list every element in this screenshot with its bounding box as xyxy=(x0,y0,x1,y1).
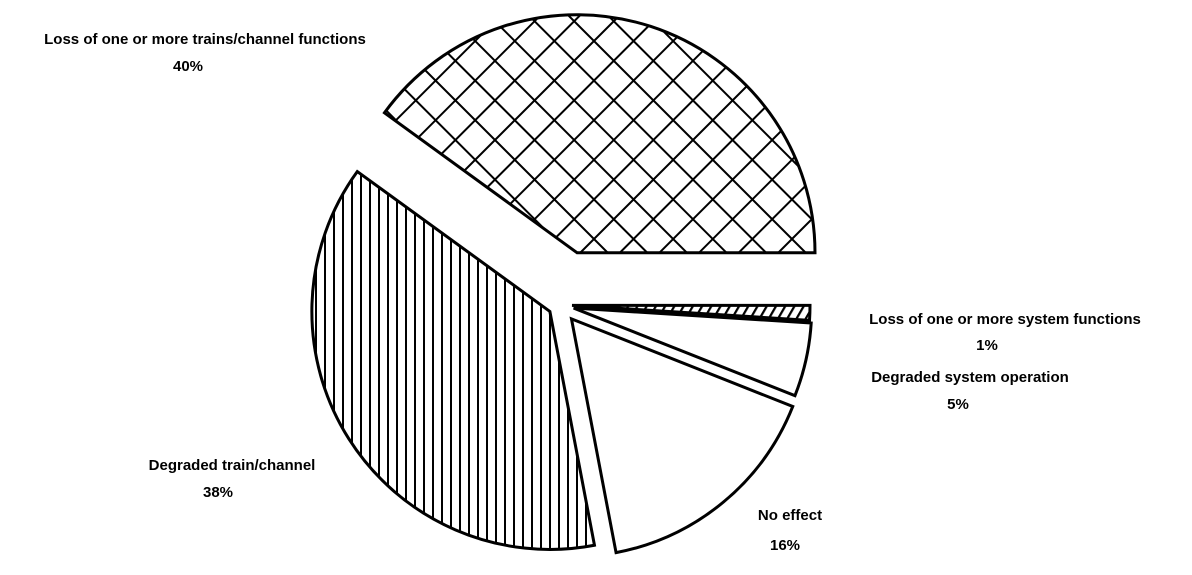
slice-value-label: 5% xyxy=(947,396,969,413)
slice-label: Degraded train/channel xyxy=(149,457,316,474)
slice-label: No effect xyxy=(758,507,822,524)
pie-slice xyxy=(310,169,597,551)
slice-label: Loss of one or more trains/channel funct… xyxy=(44,31,366,48)
slice-label: Loss of one or more system functions xyxy=(869,311,1141,328)
slice-value-label: 38% xyxy=(203,484,233,501)
pie-slice xyxy=(573,306,813,398)
pie-slice xyxy=(571,303,812,322)
pie-slice xyxy=(382,13,817,255)
slice-value-label: 1% xyxy=(976,337,998,354)
pie-slice xyxy=(569,316,795,555)
slice-label: Degraded system operation xyxy=(871,369,1069,386)
slice-value-label: 40% xyxy=(173,58,203,75)
slice-value-label: 16% xyxy=(770,537,800,554)
